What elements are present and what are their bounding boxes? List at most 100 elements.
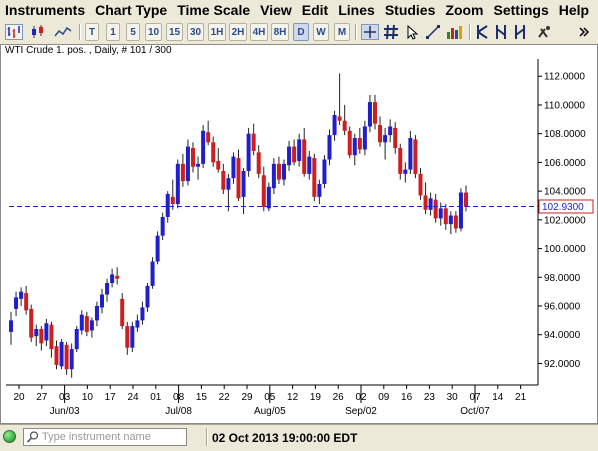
candle-body xyxy=(140,307,145,321)
candle-body xyxy=(357,137,362,150)
instrument-search-input[interactable] xyxy=(40,431,184,443)
month-label: Oct/07 xyxy=(460,406,490,417)
menu-view[interactable]: View xyxy=(260,2,292,18)
candle-body xyxy=(398,148,403,174)
candle-body xyxy=(388,126,393,136)
grid-icon[interactable] xyxy=(382,23,400,41)
x-tick-label: 29 xyxy=(241,392,253,403)
status-datetime: 02 Oct 2013 19:00:00 EDT xyxy=(212,431,358,445)
x-tick-label: 22 xyxy=(219,392,231,403)
candle-body xyxy=(292,146,297,163)
candle-body xyxy=(448,215,453,225)
candle-body xyxy=(266,186,271,209)
candle-body xyxy=(24,293,29,311)
month-label: Aug/05 xyxy=(254,406,286,417)
y-tick-label: 100.0000 xyxy=(544,244,586,255)
status-divider xyxy=(206,428,208,446)
timeframe-daily-button[interactable]: D xyxy=(293,23,309,41)
timeframe-15-button[interactable]: 15 xyxy=(166,23,183,41)
menu-settings[interactable]: Settings xyxy=(493,2,549,18)
y-tick-label: 106.0000 xyxy=(544,158,586,169)
timeframe-4h-button[interactable]: 4H xyxy=(250,23,268,41)
line-chart-icon[interactable] xyxy=(52,23,74,41)
bar-chart-icon[interactable] xyxy=(3,23,25,41)
magnet-icon[interactable] xyxy=(535,23,553,41)
menu-time-scale[interactable]: Time Scale xyxy=(177,2,251,18)
timeframe-2h-button[interactable]: 2H xyxy=(229,23,247,41)
connection-status-icon xyxy=(3,430,16,443)
menu-zoom[interactable]: Zoom xyxy=(445,2,484,18)
candle-body xyxy=(378,125,383,143)
x-tick-label: 23 xyxy=(424,392,436,403)
candle-body xyxy=(29,308,34,338)
candle-body xyxy=(196,163,201,167)
cursor-icon[interactable] xyxy=(403,23,421,41)
candle-body xyxy=(49,324,54,350)
menu-bar: Instruments Chart Type Time Scale View E… xyxy=(0,0,598,20)
candlestick-icon[interactable] xyxy=(27,23,49,41)
timeframe-1-button[interactable]: 1 xyxy=(106,23,120,41)
search-icon xyxy=(26,430,40,444)
price-chart: 112.0000 110.0000 108.0000 106.0000 104.0000… xyxy=(6,59,594,417)
x-tick-label: 14 xyxy=(492,392,504,403)
timeframe-8h-button[interactable]: 8H xyxy=(271,23,289,41)
timeframe-1h-button[interactable]: 1H xyxy=(208,23,226,41)
candle-tool-icon[interactable] xyxy=(473,23,491,41)
candle-body xyxy=(185,146,190,182)
chart-panel[interactable]: 112.0000 110.0000 108.0000 106.0000 104.0000… xyxy=(0,44,598,424)
crosshair-icon[interactable] xyxy=(360,23,380,41)
menu-studies[interactable]: Studies xyxy=(384,2,436,18)
candle-body xyxy=(9,320,13,332)
x-tick-label: 09 xyxy=(378,392,390,403)
candle-body xyxy=(327,135,332,160)
candle-body xyxy=(322,159,327,184)
timeframe-tick-button[interactable]: T xyxy=(85,23,99,41)
y-tick-label: 96.0000 xyxy=(544,302,581,313)
candle-tool-3-icon[interactable] xyxy=(511,23,529,41)
timeframe-30-button[interactable]: 30 xyxy=(187,23,204,41)
candle-body xyxy=(332,115,337,136)
timeframe-monthly-button[interactable]: M xyxy=(334,23,350,41)
candle-body xyxy=(312,158,317,197)
line-tool-icon[interactable] xyxy=(424,23,442,41)
candle-body xyxy=(130,326,135,348)
candle-body xyxy=(443,208,448,225)
candle-body xyxy=(241,171,246,197)
x-tick-label: 17 xyxy=(105,392,117,403)
candle-body xyxy=(453,215,458,229)
candle-body xyxy=(297,139,302,161)
candle-body xyxy=(191,148,195,167)
y-tick-label: 92.0000 xyxy=(544,359,581,370)
month-label: Jul/08 xyxy=(165,406,192,417)
current-price-box xyxy=(538,199,594,214)
candle-body xyxy=(150,261,155,286)
y-tick-label: 102.0000 xyxy=(544,215,586,226)
timeframe-weekly-button[interactable]: W xyxy=(313,23,329,41)
overflow-icon[interactable] xyxy=(576,23,592,41)
x-tick-label: 26 xyxy=(333,392,345,403)
candle-body xyxy=(418,173,423,196)
candle-body xyxy=(236,158,241,199)
candle-tool-2-icon[interactable] xyxy=(492,23,510,41)
menu-lines[interactable]: Lines xyxy=(338,2,375,18)
y-tick-label: 94.0000 xyxy=(544,330,581,341)
x-tick-label: 16 xyxy=(401,392,413,403)
candle-body xyxy=(211,142,216,163)
candle-body xyxy=(175,163,180,205)
y-tick-label: 112.0000 xyxy=(544,72,585,83)
timeframe-10-button[interactable]: 10 xyxy=(145,23,162,41)
candle-body xyxy=(352,137,357,156)
menu-instruments[interactable]: Instruments xyxy=(5,2,86,18)
timeframe-5-button[interactable]: 5 xyxy=(126,23,140,41)
candle-body xyxy=(84,316,89,332)
candle-body xyxy=(367,102,372,127)
month-label: Jun/03 xyxy=(50,406,80,417)
instrument-search-box[interactable] xyxy=(23,428,187,446)
menu-help[interactable]: Help xyxy=(558,2,590,18)
menu-chart-type[interactable]: Chart Type xyxy=(95,2,168,18)
bar-volume-icon[interactable] xyxy=(445,23,465,41)
candle-body xyxy=(110,274,115,284)
menu-edit[interactable]: Edit xyxy=(301,2,329,18)
y-axis: 112.0000 110.0000 108.0000 106.0000 104.0000… xyxy=(538,72,586,370)
candle-body xyxy=(39,328,44,344)
